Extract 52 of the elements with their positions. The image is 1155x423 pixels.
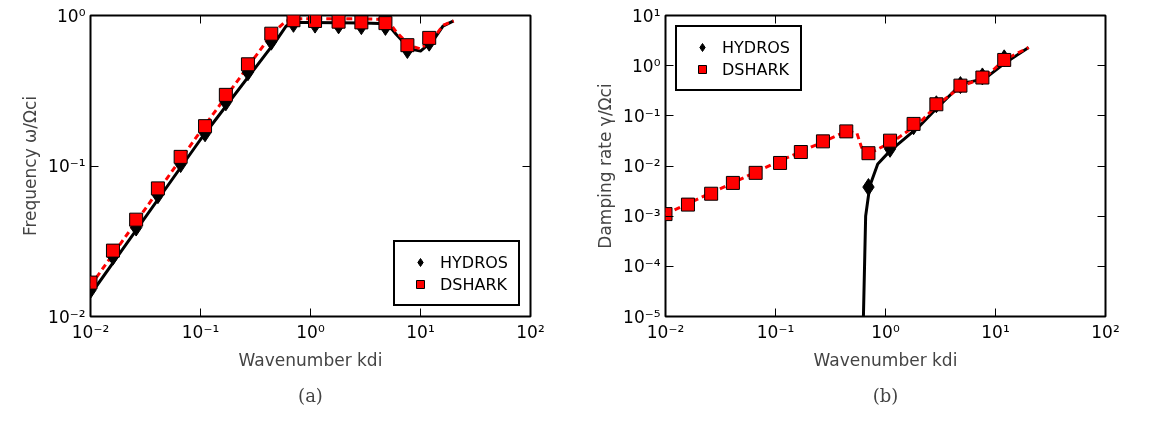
point bbox=[815, 134, 830, 149]
x-axis-title: Wavenumber kdi bbox=[813, 349, 958, 370]
y-tick-label: 10⁻⁴ bbox=[623, 256, 661, 277]
point bbox=[354, 15, 369, 30]
y-axis-title: Damping rate γ/Ωci bbox=[595, 83, 616, 249]
x-tick-label: 10⁻² bbox=[71, 321, 110, 342]
point bbox=[906, 116, 921, 131]
text: (b) bbox=[872, 384, 899, 406]
y-tick-label: 10⁰ bbox=[632, 55, 661, 76]
y-tick-label: 10⁻³ bbox=[623, 206, 661, 227]
text: (a) bbox=[298, 384, 323, 406]
y-tick-label: 10¹ bbox=[632, 5, 661, 26]
x-axis-title: Wavenumber kdi bbox=[238, 349, 383, 370]
x-tick-label: 10⁰ bbox=[296, 321, 325, 342]
point bbox=[378, 16, 393, 31]
x-tick-label: 10⁻² bbox=[646, 321, 685, 342]
y-tick-label: 10⁰ bbox=[57, 5, 86, 26]
x-tick-label: 10⁻¹ bbox=[756, 321, 795, 342]
x-tick-label: 10¹ bbox=[981, 321, 1010, 342]
point bbox=[331, 15, 346, 29]
point bbox=[264, 26, 279, 41]
legend-label: DSHARK bbox=[722, 59, 790, 79]
legend-label: HYDROS bbox=[722, 37, 790, 57]
point bbox=[793, 145, 808, 160]
point bbox=[748, 165, 763, 180]
point bbox=[129, 212, 144, 227]
point bbox=[218, 87, 233, 102]
y-tick-label: 10⁻¹ bbox=[623, 105, 661, 126]
point bbox=[725, 175, 740, 190]
y-tick-label: 10⁻¹ bbox=[48, 156, 86, 176]
point bbox=[286, 15, 301, 28]
point bbox=[861, 146, 876, 161]
point bbox=[422, 30, 437, 45]
x-tick-label: 10¹ bbox=[406, 321, 435, 342]
point bbox=[400, 38, 415, 53]
legend-label: HYDROS bbox=[440, 252, 508, 272]
y-axis-title: Frequency ω/Ωci bbox=[20, 95, 41, 237]
point bbox=[105, 243, 120, 258]
point bbox=[883, 133, 898, 148]
x-tick-label: 10⁰ bbox=[871, 321, 900, 342]
point bbox=[704, 186, 719, 201]
y-tick-label: 10⁻² bbox=[623, 156, 661, 176]
point bbox=[240, 57, 255, 72]
point bbox=[173, 149, 188, 164]
legend-label: DSHARK bbox=[440, 274, 508, 294]
x-tick-label: 10⁻¹ bbox=[181, 321, 220, 342]
point bbox=[839, 124, 854, 139]
point bbox=[150, 181, 165, 196]
point bbox=[308, 15, 323, 28]
x-tick-label: 10² bbox=[516, 321, 545, 342]
x-tick-label: 10² bbox=[1091, 321, 1120, 342]
point bbox=[680, 197, 695, 212]
